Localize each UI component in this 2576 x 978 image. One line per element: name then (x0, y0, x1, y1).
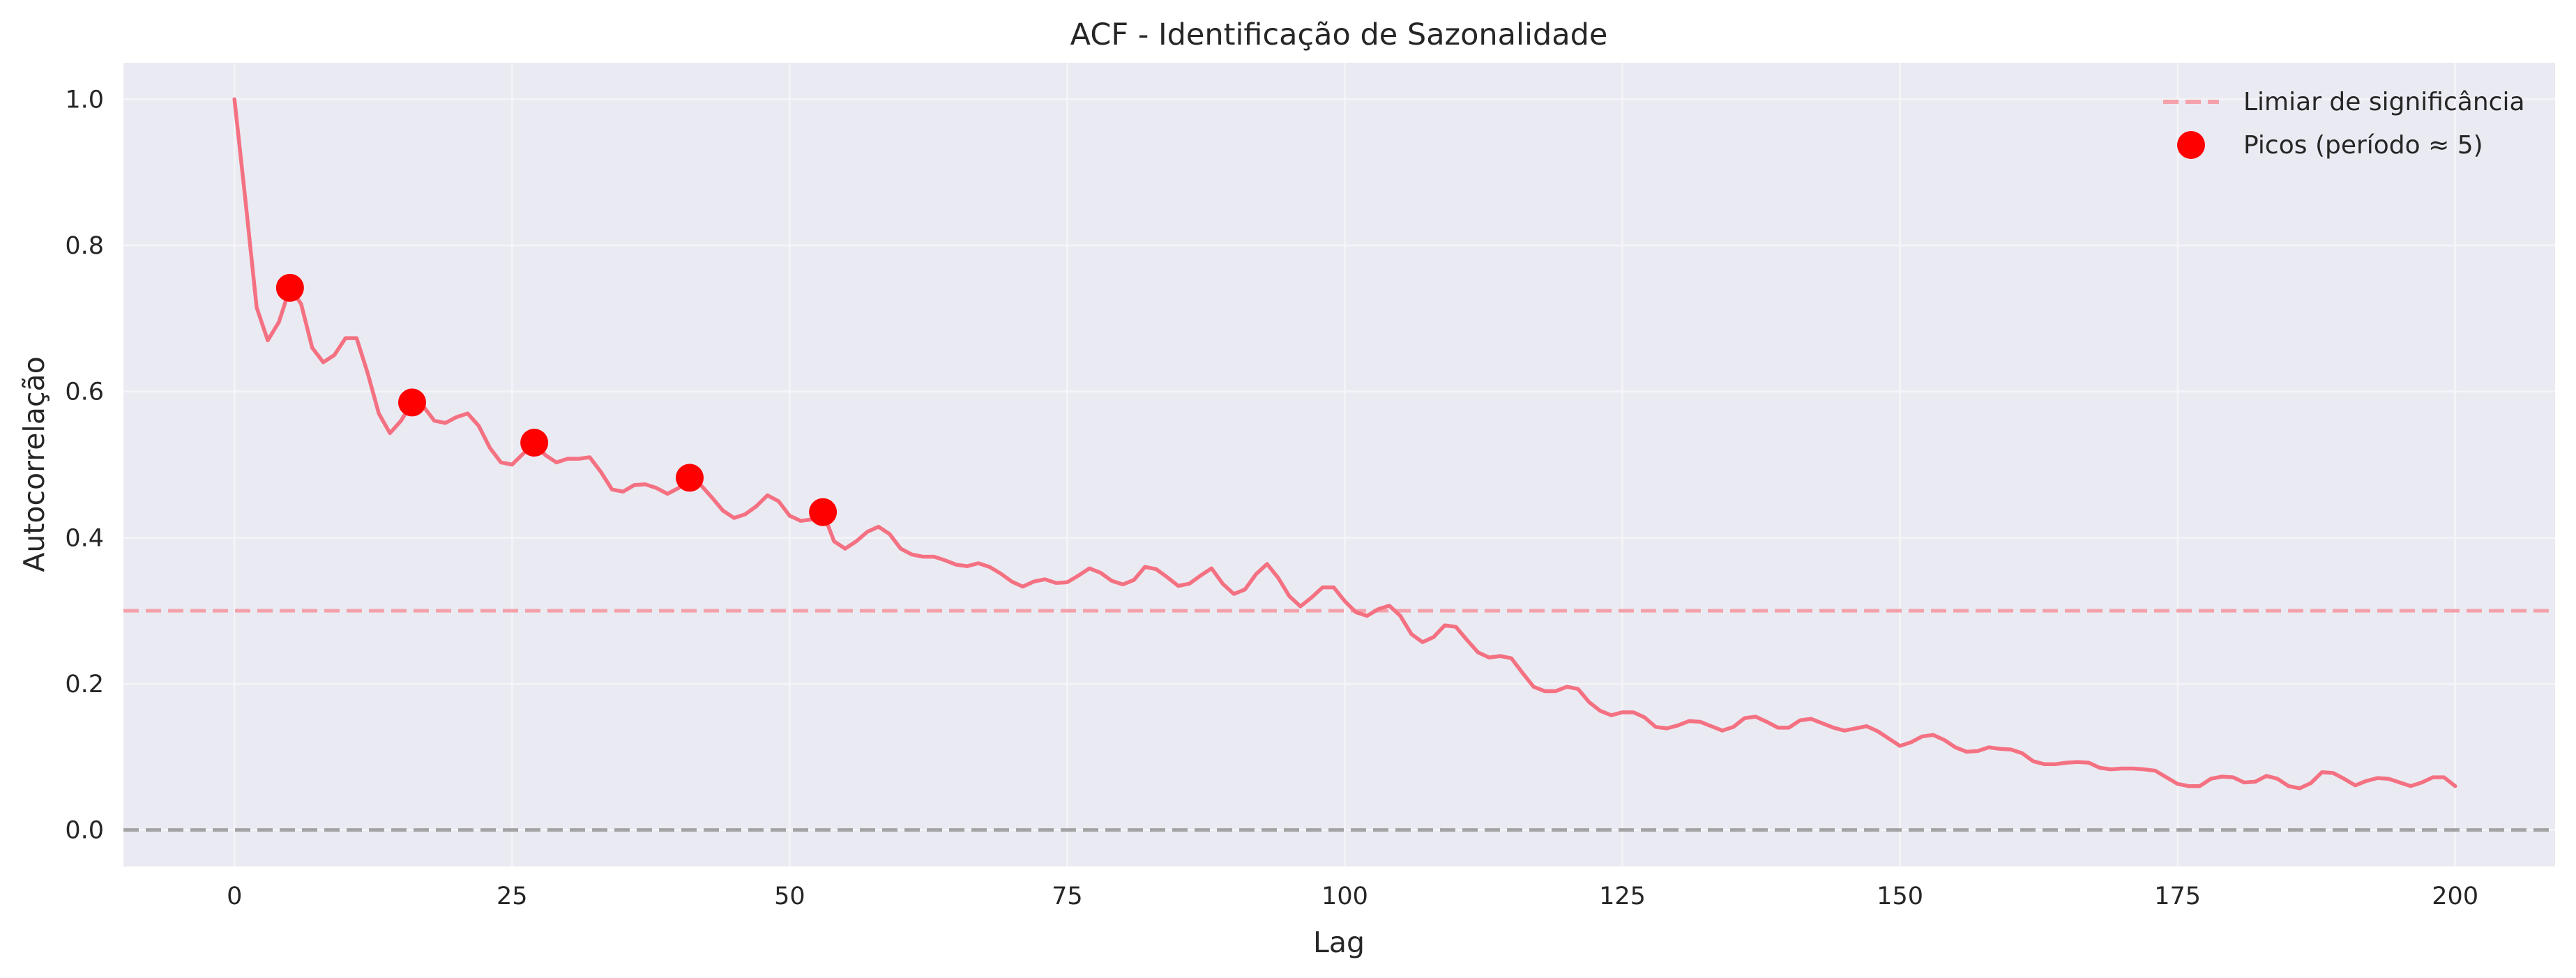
legend-peaks-label: Picos (período ≈ 5) (2243, 131, 2483, 160)
legend: Limiar de significância Picos (período ≈… (2163, 88, 2525, 160)
acf-series (232, 97, 2457, 790)
x-tick-label: 125 (1599, 883, 1646, 910)
y-axis-ticks: 0.0 0.2 0.4 0.6 0.8 1.0 (65, 86, 104, 844)
x-tick-label: 75 (1052, 883, 1083, 910)
y-tick-label: 0.2 (65, 671, 104, 698)
x-tick-label: 25 (497, 883, 528, 910)
x-tick-label: 100 (1321, 883, 1368, 910)
peak-marker (676, 464, 704, 492)
acf-line (232, 97, 2457, 790)
peak-markers (275, 273, 838, 526)
peak-marker (809, 498, 838, 526)
x-tick-label: 50 (774, 883, 805, 910)
x-tick-label: 175 (2154, 883, 2201, 910)
y-tick-label: 0.4 (65, 524, 104, 552)
plot-area (123, 63, 2555, 866)
x-axis-label: Lag (1313, 926, 1365, 959)
x-tick-label: 200 (2432, 883, 2478, 910)
x-tick-label: 0 (227, 883, 242, 910)
legend-threshold-label: Limiar de significância (2243, 88, 2525, 116)
x-tick-label: 150 (1877, 883, 1923, 910)
legend-peaks-swatch (2177, 131, 2205, 159)
y-tick-label: 0.6 (65, 379, 104, 406)
y-tick-label: 1.0 (65, 86, 104, 114)
peak-marker (397, 388, 426, 417)
chart-title: ACF - Identificação de Sazonalidade (1070, 17, 1608, 52)
y-tick-label: 0.0 (65, 817, 104, 845)
y-tick-label: 0.8 (65, 232, 104, 260)
peak-marker (275, 273, 304, 302)
x-axis-ticks: 0 25 50 75 100 125 150 175 200 (227, 883, 2478, 910)
y-axis-label: Autocorrelação (17, 356, 51, 572)
peak-marker (520, 429, 549, 457)
reference-lines (123, 609, 2555, 832)
